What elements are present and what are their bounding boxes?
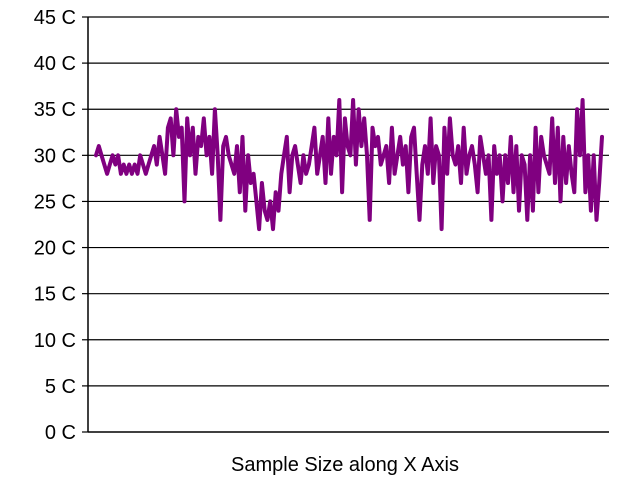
y-tick-labels: 0 C 5 C 10 C 15 C 20 C 25 C 30 C 35 C 40 C 45 C [34,7,76,444]
y-tick-label: 35 C [34,99,76,121]
y-tick-label: 25 C [34,191,76,213]
y-tick-label: 40 C [34,53,76,75]
y-tick-label: 45 C [34,7,76,29]
series-layer [94,98,604,232]
y-tick-label: 30 C [34,145,76,167]
x-axis-title: Sample Size along X Axis [231,454,459,476]
y-tick-label: 10 C [34,330,76,352]
y-tick-label: 15 C [34,284,76,306]
y-tick-label: 0 C [45,422,76,444]
y-tick-label: 5 C [45,376,76,398]
series-line-0 [94,98,604,232]
y-tick-label: 20 C [34,238,76,260]
axes [82,16,609,433]
